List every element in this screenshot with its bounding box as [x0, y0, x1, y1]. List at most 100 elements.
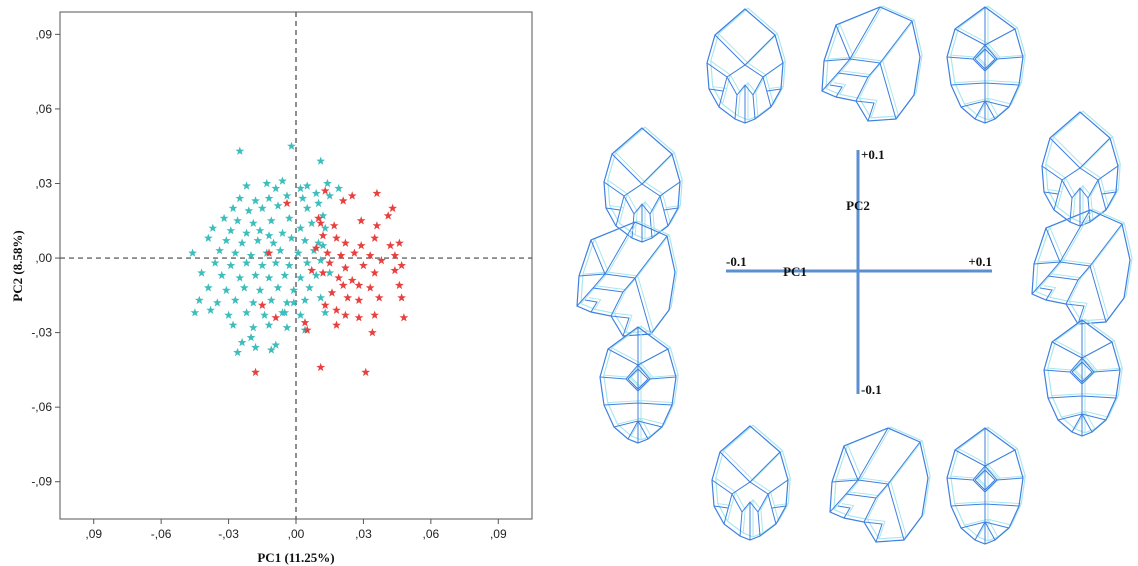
data-point-series-1 [233, 347, 242, 357]
data-point-series-1 [282, 323, 292, 332]
wireframe-side-left [576, 220, 678, 337]
data-point-series-2 [332, 305, 341, 314]
data-point-series-1 [246, 251, 256, 260]
data-point-series-1 [210, 258, 220, 267]
data-point-series-2 [264, 248, 274, 257]
wireframe-side-top [821, 5, 923, 122]
data-point-series-2 [359, 260, 368, 270]
data-point-series-1 [278, 176, 287, 185]
data-point-series-1 [235, 273, 245, 282]
y-axis-label: PC2 (8.58%) [10, 230, 25, 302]
data-point-series-2 [383, 211, 393, 220]
data-point-series-1 [289, 298, 299, 307]
x-tick-label: ,00 [288, 527, 305, 541]
data-point-series-1 [271, 340, 281, 349]
data-point-series-1 [320, 308, 330, 317]
wireframe-base-right [1041, 110, 1121, 227]
data-point-series-1 [316, 156, 326, 165]
data-point-series-1 [197, 268, 206, 277]
data-point-series-2 [347, 191, 357, 200]
data-point-series-2 [332, 320, 341, 329]
data-point-series-1 [302, 203, 312, 213]
data-point-series-1 [244, 206, 254, 215]
y-tick-label: ,06 [35, 102, 52, 116]
data-point-series-1 [206, 305, 215, 314]
data-point-series-1 [242, 258, 251, 267]
data-point-series-1 [305, 283, 314, 292]
data-point-series-1 [266, 216, 276, 225]
data-point-series-1 [302, 258, 312, 267]
data-point-series-1 [282, 191, 292, 200]
data-point-series-1 [323, 178, 332, 188]
data-point-series-1 [219, 213, 229, 222]
data-point-series-2 [350, 248, 359, 257]
data-point-series-1 [307, 218, 317, 227]
data-point-series-2 [356, 241, 366, 250]
wireframe-side-bottom [829, 426, 931, 543]
data-point-series-1 [316, 293, 326, 302]
wireframe-frontal-right [1043, 318, 1123, 437]
data-point-series-2 [329, 221, 339, 230]
data-point-series-1 [251, 342, 260, 352]
data-point-series-2 [341, 310, 350, 319]
wireframe-base-top-left [706, 7, 786, 124]
data-point-series-1 [235, 193, 245, 203]
data-point-series-2 [395, 238, 404, 247]
pc2-label: PC2 [846, 198, 870, 213]
data-point-series-1 [264, 193, 274, 203]
data-point-series-2 [332, 233, 341, 242]
data-point-series-1 [237, 337, 247, 347]
data-point-series-1 [314, 238, 323, 247]
y-tick-label: ,09 [35, 27, 52, 41]
data-point-series-2 [320, 300, 330, 309]
data-point-series-1 [242, 308, 251, 317]
data-point-series-1 [320, 223, 330, 232]
data-point-series-2 [318, 268, 328, 277]
data-point-series-1 [253, 236, 263, 245]
data-point-series-1 [260, 310, 269, 319]
data-point-series-1 [271, 258, 281, 267]
data-point-series-1 [273, 283, 283, 292]
data-point-series-1 [248, 218, 258, 227]
data-point-series-2 [354, 295, 364, 304]
data-point-series-1 [228, 203, 238, 213]
data-point-series-2 [388, 203, 397, 213]
data-point-series-2 [347, 275, 357, 285]
y-tick-label: -,03 [31, 326, 52, 340]
data-point-series-1 [275, 246, 285, 255]
data-point-series-1 [300, 236, 310, 245]
data-point-series-1 [221, 285, 231, 295]
data-point-series-2 [370, 268, 379, 277]
data-point-series-2 [271, 313, 281, 322]
data-point-series-1 [248, 298, 258, 307]
data-point-series-2 [372, 188, 382, 198]
y-tick-label: ,03 [35, 176, 52, 190]
data-point-series-2 [338, 280, 348, 290]
data-point-series-1 [280, 308, 290, 317]
data-point-series-2 [318, 231, 328, 240]
data-point-series-2 [334, 273, 344, 282]
plot-frame [59, 11, 533, 520]
data-point-series-1 [208, 223, 218, 232]
data-point-series-2 [395, 280, 404, 290]
data-point-series-1 [278, 228, 287, 237]
y-tick-label: ,00 [35, 251, 52, 265]
data-point-series-2 [365, 251, 375, 260]
data-point-series-2 [323, 248, 332, 257]
data-point-series-1 [287, 141, 296, 150]
data-point-series-1 [230, 295, 240, 304]
data-point-series-2 [390, 265, 400, 275]
data-point-series-2 [302, 325, 312, 334]
data-point-series-1 [269, 238, 278, 247]
data-point-series-1 [296, 310, 305, 319]
data-point-series-1 [224, 310, 233, 319]
data-point-series-1 [264, 320, 274, 329]
data-point-series-1 [195, 295, 204, 304]
data-point-series-1 [266, 345, 276, 354]
data-point-series-1 [296, 183, 305, 193]
data-point-series-2 [320, 186, 330, 195]
data-point-series-1 [264, 273, 274, 282]
data-point-series-1 [287, 233, 296, 242]
wireframe-side-right [1031, 208, 1133, 325]
data-point-series-1 [230, 248, 240, 257]
